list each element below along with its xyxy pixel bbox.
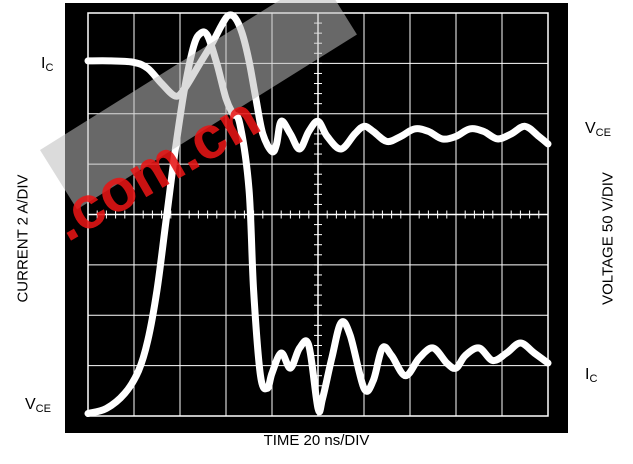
x-axis-label: TIME 20 ns/DIV (263, 432, 370, 449)
ic-left-label: IC (41, 55, 54, 74)
y-axis-right-label: VOLTAGE 50 V/DIV (599, 172, 617, 305)
vce-right-label: VCE (585, 120, 611, 139)
ic-right-label: IC (585, 366, 598, 385)
vce-left-label: VCE (25, 396, 51, 415)
y-axis-left-label: CURRENT 2 A/DIV (14, 174, 32, 303)
